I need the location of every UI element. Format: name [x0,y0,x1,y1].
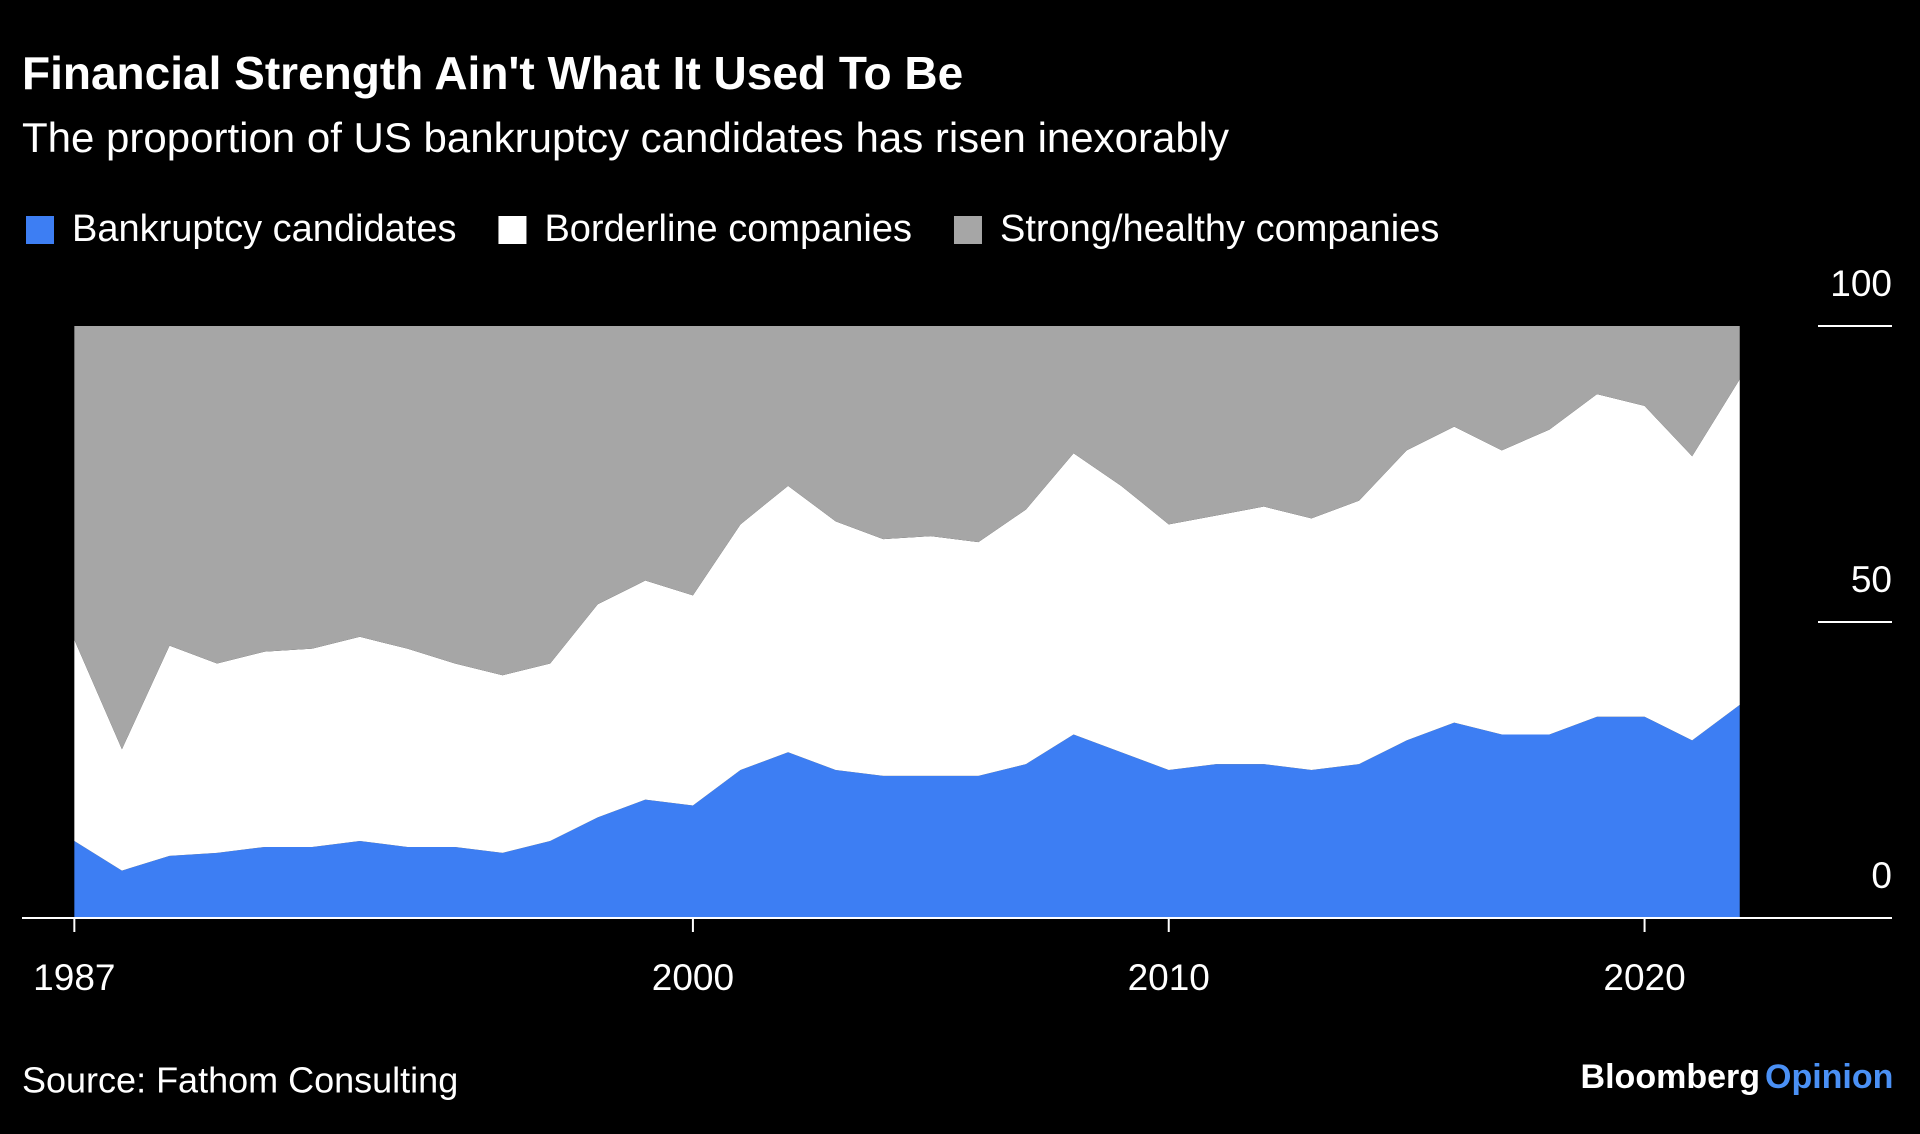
legend-label: Bankruptcy candidates [72,208,456,250]
legend-label: Borderline companies [544,208,912,250]
legend-swatch [498,216,527,244]
y-tick-label: 100 [1830,263,1892,304]
area [74,704,1740,918]
legend-label: Strong/healthy companies [1000,208,1439,250]
x-tick-label: 2010 [1128,957,1210,998]
area [74,326,1740,750]
legend-swatch [26,216,54,244]
x-tick-label: 1987 [33,957,115,998]
area [74,379,1740,871]
chart-title: Financial Strength Ain't What It Used To… [22,47,963,99]
x-tick-label: 2000 [652,957,734,998]
brand-name: Bloomberg [1581,1058,1760,1096]
brand-suffix: Opinion [1765,1058,1893,1096]
y-tick-label: 50 [1851,559,1892,600]
y-tick-label: 0 [1871,855,1892,896]
x-tick-label: 2020 [1603,957,1685,998]
legend-swatch [953,216,982,244]
chart-subtitle: The proportion of US bankruptcy candidat… [22,114,1229,161]
source: Source: Fathom Consulting [22,1060,458,1101]
